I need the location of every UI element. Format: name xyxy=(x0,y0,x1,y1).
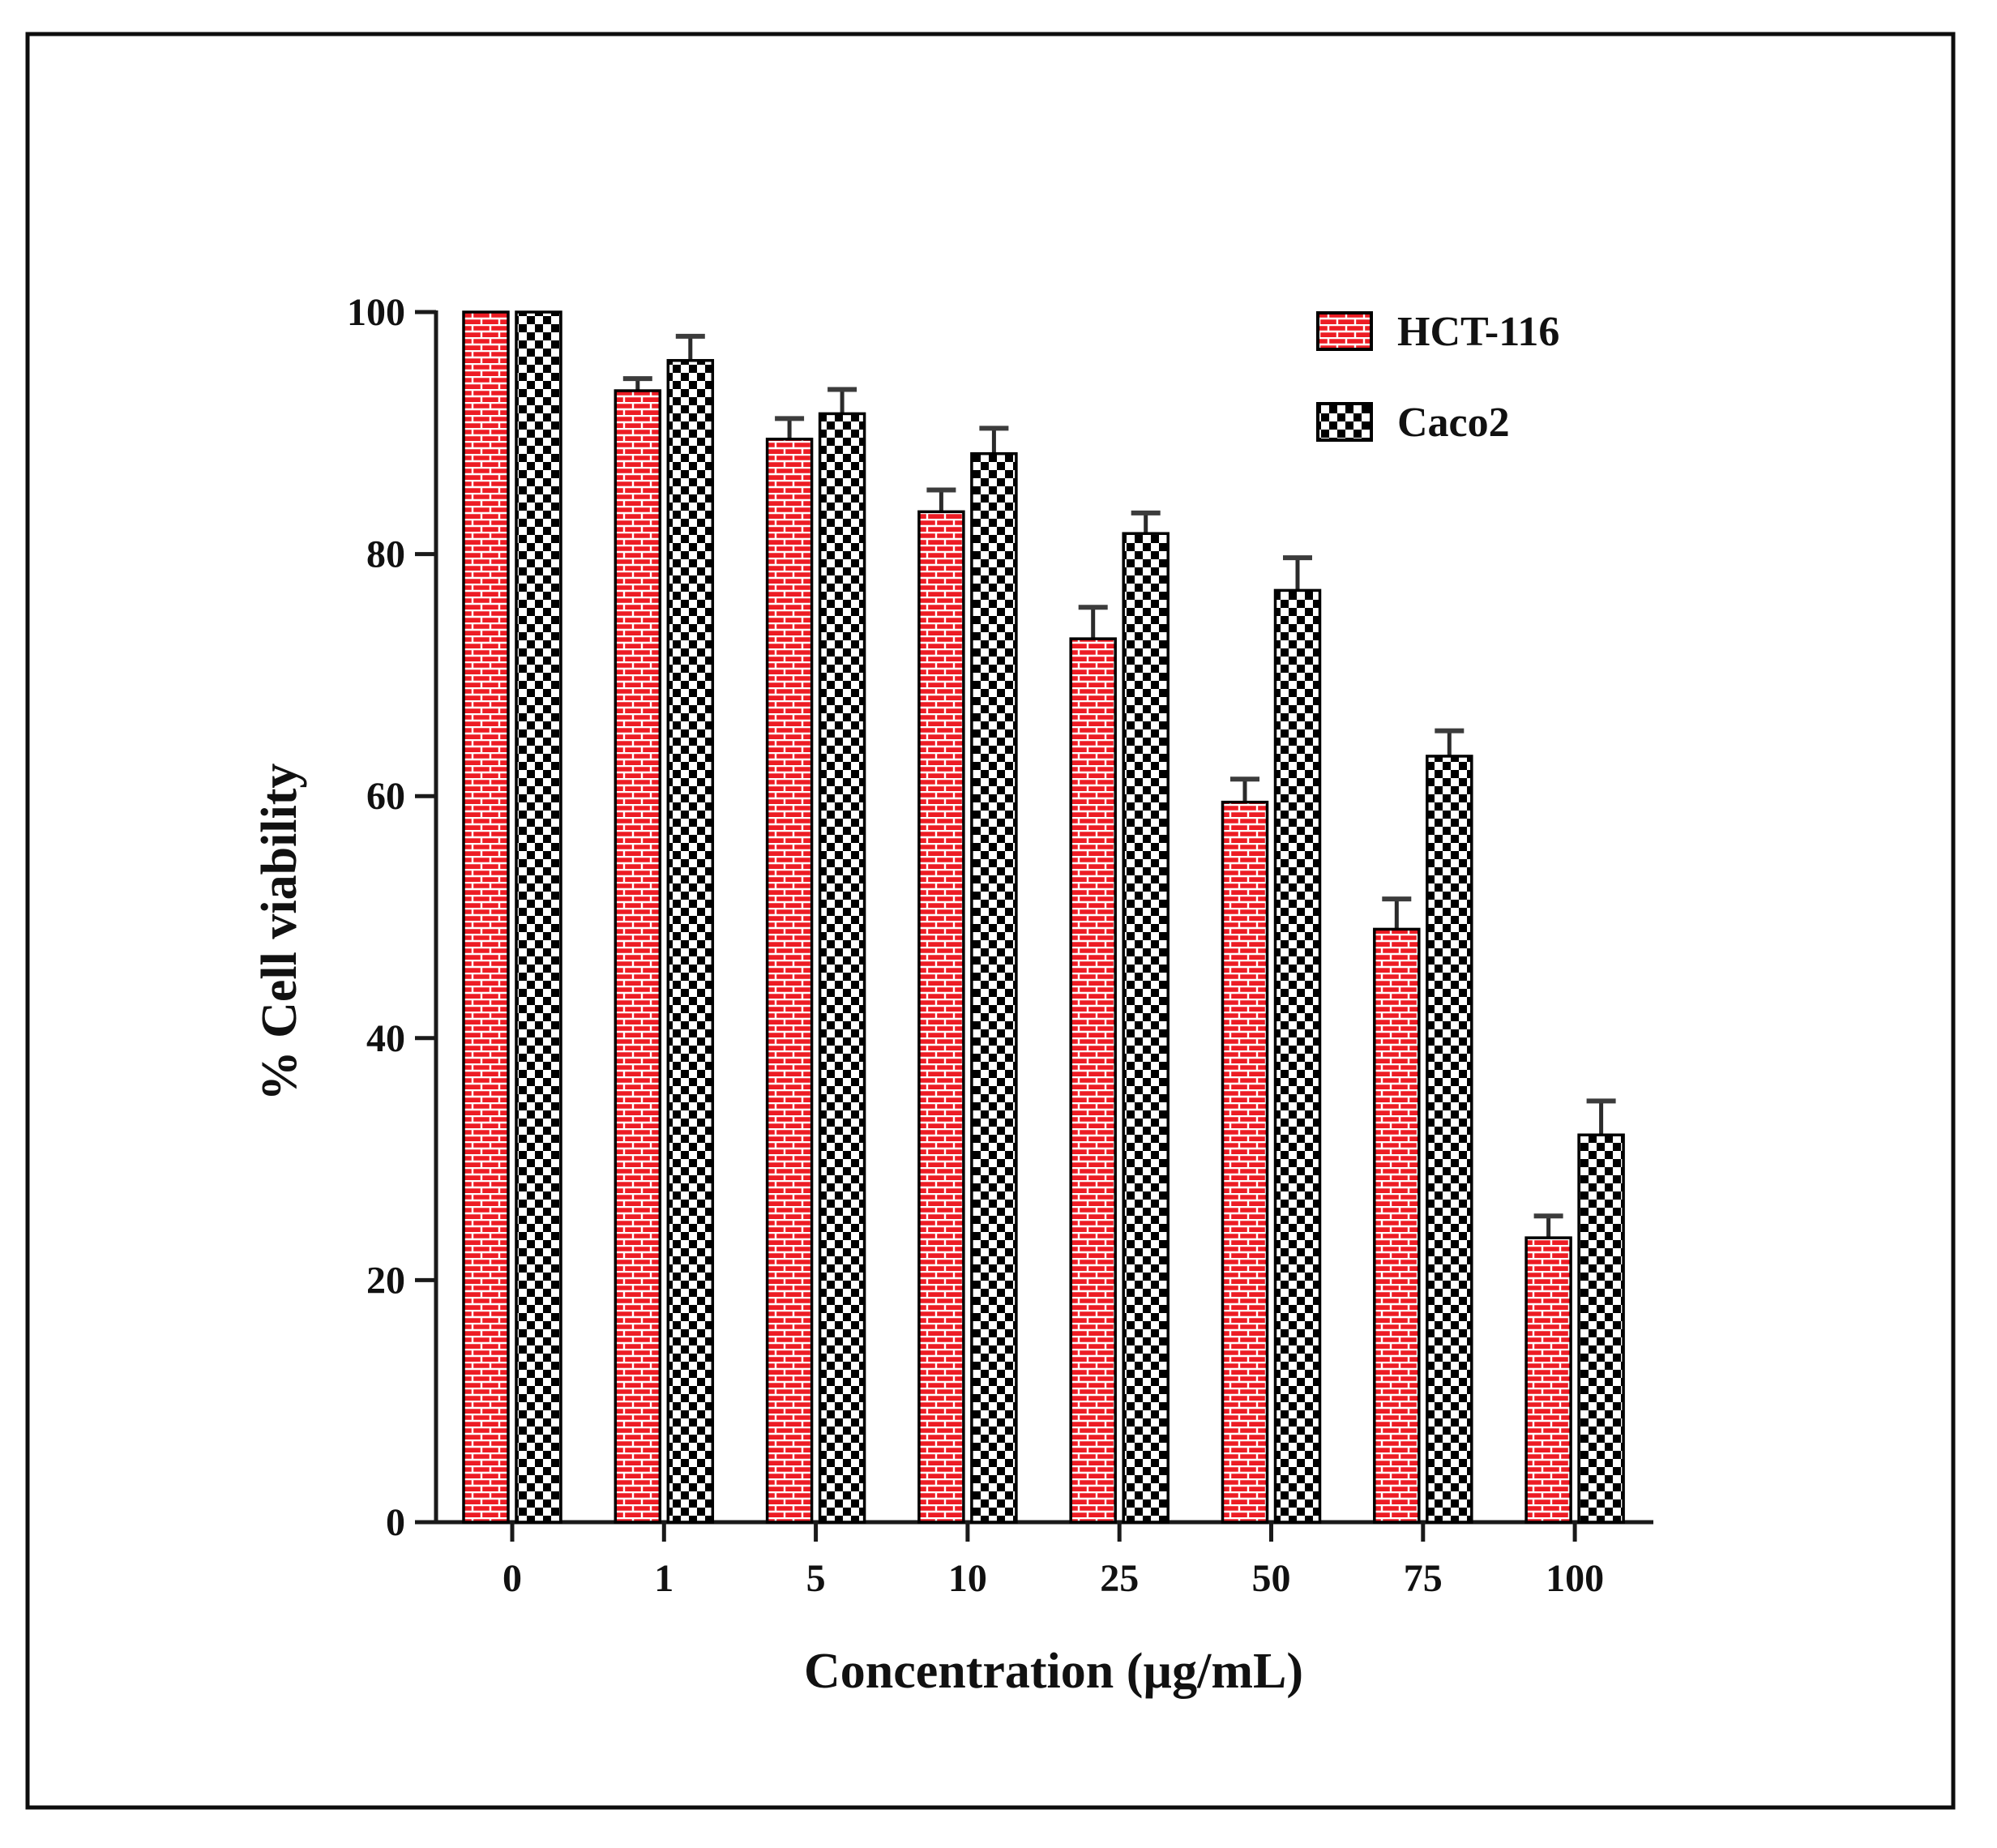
bar-HCT-116 xyxy=(1524,1236,1572,1524)
bar-Caco2 xyxy=(1426,755,1473,1524)
y-tick-label: 20 xyxy=(366,1259,405,1302)
legend-swatch-caco2 xyxy=(1316,402,1373,442)
x-tick-label: 10 xyxy=(948,1557,987,1600)
bar-HCT-116 xyxy=(1221,800,1269,1524)
bar-HCT-116 xyxy=(917,510,965,1524)
bar-HCT-116 xyxy=(462,310,510,1524)
y-tick-label: 60 xyxy=(366,775,405,818)
error-bars-layer xyxy=(622,333,1616,1238)
bar-HCT-116 xyxy=(614,389,662,1524)
figure-border xyxy=(25,32,1956,1810)
y-tick-label: 0 xyxy=(386,1501,405,1544)
x-tick-label: 5 xyxy=(806,1557,826,1600)
bars-layer xyxy=(462,310,1625,1524)
bar-Caco2 xyxy=(1577,1133,1625,1524)
bar-Caco2 xyxy=(970,451,1018,1524)
legend-label-hct116: HCT-116 xyxy=(1397,309,1559,355)
legend-swatch-hct116 xyxy=(1316,311,1373,351)
x-tick-label: 0 xyxy=(502,1557,522,1600)
bar-HCT-116 xyxy=(1069,637,1117,1524)
y-tick-label: 100 xyxy=(347,291,405,334)
y-tick-label: 40 xyxy=(366,1017,405,1060)
y-tick-label: 80 xyxy=(366,533,405,576)
bar-Caco2 xyxy=(818,412,866,1524)
y-axis-title: % Cell viability xyxy=(252,764,307,1102)
x-tick-label: 100 xyxy=(1546,1557,1604,1600)
legend-label-caco2: Caco2 xyxy=(1397,400,1510,446)
bar-Caco2 xyxy=(1122,532,1170,1524)
x-axis-title: Concentration (µg/mL) xyxy=(804,1644,1303,1699)
legend: HCT-116 Caco2 xyxy=(1316,309,1559,446)
x-tick-label: 75 xyxy=(1404,1557,1443,1600)
bar-HCT-116 xyxy=(765,438,814,1524)
ticks-layer: 0 20 40 60 80 100 0 1 5 10 25 50 75 100 xyxy=(347,291,1604,1600)
x-tick-label: 25 xyxy=(1100,1557,1139,1600)
bar-HCT-116 xyxy=(1373,927,1421,1524)
bar-Caco2 xyxy=(1273,588,1322,1524)
bar-Caco2 xyxy=(666,358,715,1524)
x-tick-label: 1 xyxy=(654,1557,674,1600)
x-tick-label: 50 xyxy=(1252,1557,1291,1600)
bar-Caco2 xyxy=(515,310,562,1524)
